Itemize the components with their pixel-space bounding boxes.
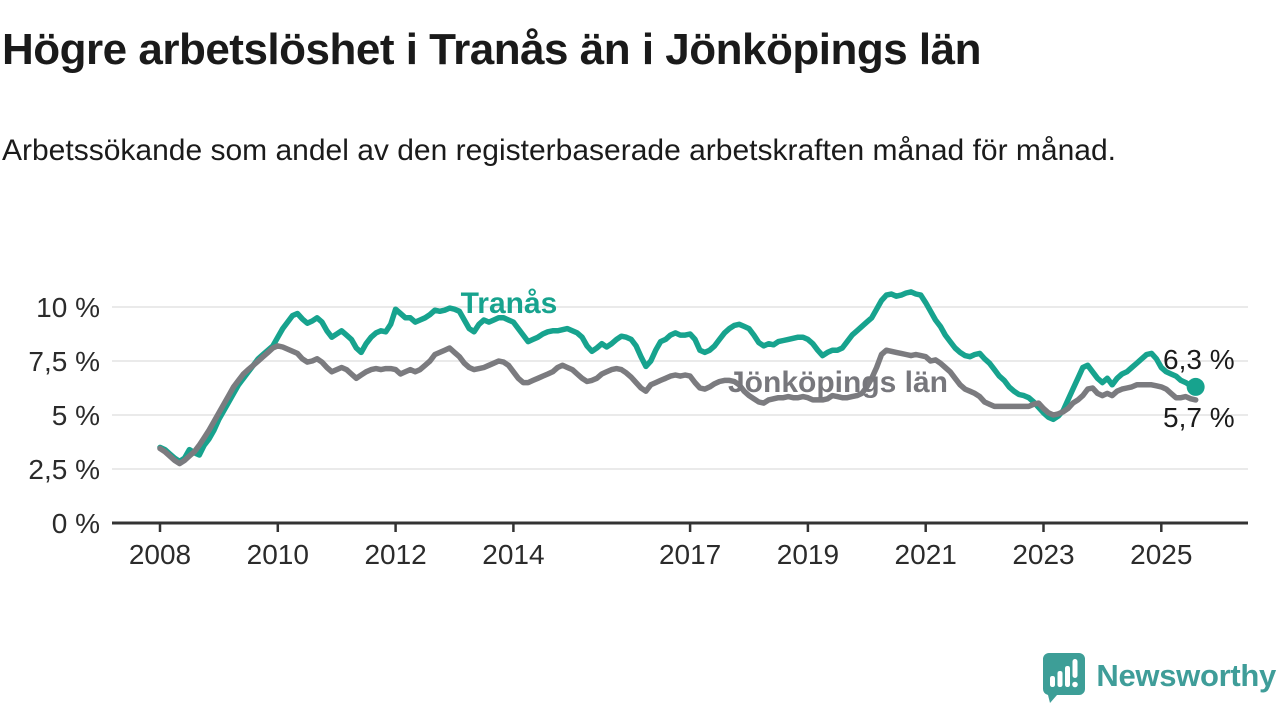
- x-axis-tick-label: 2012: [364, 539, 426, 570]
- page-subtitle: Arbetssökande som andel av den registerb…: [2, 134, 1116, 167]
- x-axis-tick-label: 2025: [1130, 539, 1192, 570]
- brand-name: Newsworthy: [1096, 658, 1276, 693]
- newsworthy-logo-icon: [1043, 653, 1086, 703]
- series-label-tranas: Tranås: [461, 287, 558, 320]
- brand-footer: Newsworthy: [1041, 646, 1276, 706]
- x-axis-tick-label: 2017: [659, 539, 721, 570]
- series-line-tranas: [157, 289, 1199, 465]
- x-axis-tick-label: 2010: [247, 539, 309, 570]
- x-axis-tick-label: 2014: [482, 539, 544, 570]
- series-label-jonkoping: Jönköpings län: [728, 366, 948, 399]
- y-axis-tick-label: 10 %: [36, 292, 100, 323]
- page-title: Högre arbetslöshet i Tranås än i Jönköpi…: [2, 25, 981, 74]
- y-axis-tick-label: 0 %: [52, 508, 100, 539]
- series-line-jonkoping: [157, 343, 1199, 467]
- y-axis-tick-label: 2,5 %: [28, 454, 100, 485]
- end-value-label-tranas: 6,3 %: [1163, 344, 1235, 375]
- y-axis-tick-label: 5 %: [52, 400, 100, 431]
- x-axis-tick-label: 2019: [777, 539, 839, 570]
- x-axis-tick-label: 2021: [895, 539, 957, 570]
- y-axis-tick-label: 7,5 %: [28, 346, 100, 377]
- end-value-label-jonkoping: 5,7 %: [1163, 402, 1235, 433]
- x-axis-tick-label: 2008: [129, 539, 191, 570]
- series-end-dot-tranas: [1186, 377, 1205, 396]
- x-axis-tick-label: 2023: [1012, 539, 1074, 570]
